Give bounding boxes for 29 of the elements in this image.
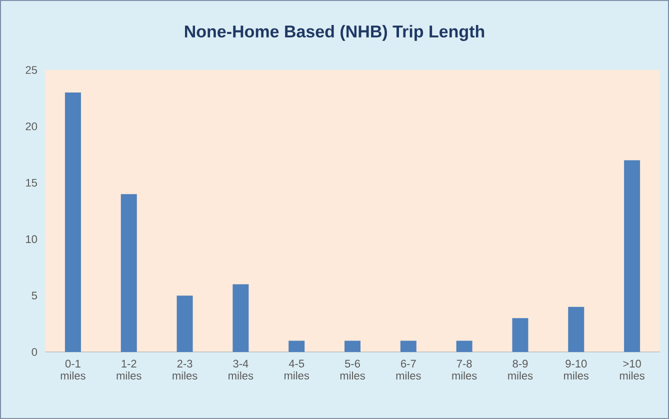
bar [232,284,249,352]
y-tick-label: 15 [26,178,37,187]
x-tick-label: 1-2 miles [116,360,142,380]
chart-title: None-Home Based (NHB) Trip Length [185,25,484,41]
x-tick-label: 8-9 miles [508,360,533,380]
y-tick-label: 10 [26,235,38,244]
x-tick-label: 0-1 miles [60,360,86,380]
x-tick-label: 3-4 miles [228,360,254,380]
y-tick-label: 0 [32,348,38,356]
x-tick-label: 7-8 miles [452,360,477,380]
bar [512,318,528,352]
bar [400,340,416,352]
x-tick-label: 6-7 miles [396,360,421,380]
x-tick-label: 5-6 miles [340,360,365,380]
bar [624,160,640,352]
y-tick-label: 20 [26,122,38,130]
bar [64,92,81,352]
y-tick-label: 5 [32,292,38,300]
bar [568,306,584,352]
bar [456,340,472,352]
x-tick-label: 4-5 miles [284,360,310,380]
x-tick-label: >10 miles [620,360,644,380]
bar [344,340,361,352]
bar [120,194,137,352]
y-tick-label: 25 [26,66,37,74]
bar [288,340,305,352]
x-tick-label: 9-10 miles [564,360,589,380]
bar [176,296,193,352]
x-tick-label: 2-3 miles [172,360,198,380]
